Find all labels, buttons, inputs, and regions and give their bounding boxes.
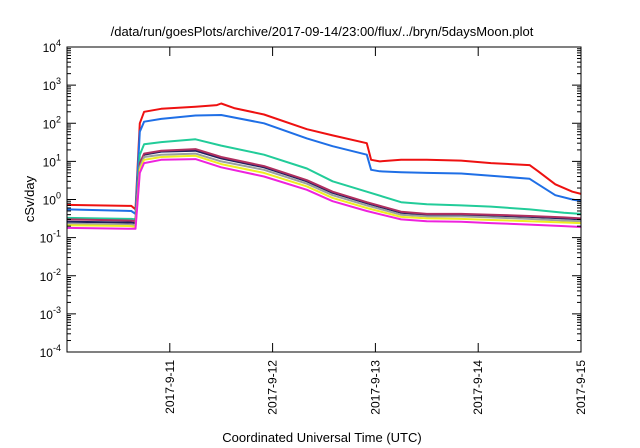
y-tick-base: 10 xyxy=(40,270,54,284)
x-tick-label: 2017-9-14 xyxy=(471,360,485,415)
y-tick-base: 10 xyxy=(43,155,57,169)
x-tick-label: 2017-9-12 xyxy=(266,360,280,415)
y-tick-exponent: -4 xyxy=(53,343,61,353)
y-tick-base: 10 xyxy=(40,308,54,322)
x-tick-label: 2017-9-11 xyxy=(163,360,177,414)
y-tick-base: 10 xyxy=(43,41,57,55)
y-tick-exponent: 4 xyxy=(56,38,61,48)
plot-area-frame xyxy=(66,46,582,353)
series-line-8 xyxy=(66,158,582,230)
y-tick-label: 100 xyxy=(43,191,61,208)
y-tick-label: 104 xyxy=(43,38,61,55)
y-tick-label: 10-4 xyxy=(40,343,61,360)
y-tick-base: 10 xyxy=(43,79,57,93)
series-line-7 xyxy=(66,154,582,228)
y-tick-base: 10 xyxy=(43,117,57,131)
y-tick-exponent: 0 xyxy=(56,191,61,201)
y-tick-label: 103 xyxy=(43,76,61,93)
x-axis-label: Coordinated Universal Time (UTC) xyxy=(222,430,421,445)
y-tick-label: 10-3 xyxy=(40,305,61,322)
y-axis-label: cSv/day xyxy=(22,175,37,222)
y-tick-label: 101 xyxy=(43,152,61,169)
y-tick-label: 102 xyxy=(43,114,61,131)
x-tick-label: 2017-9-13 xyxy=(368,360,382,415)
y-tick-label: 10-2 xyxy=(40,267,61,284)
y-tick-exponent: 2 xyxy=(56,114,61,124)
y-tick-exponent: -2 xyxy=(53,267,61,277)
ticks-layer: 10-410-310-210-11001011021031042017-9-11… xyxy=(40,38,588,415)
y-tick-label: 10-1 xyxy=(40,229,61,246)
series-line-5 xyxy=(66,148,582,223)
y-tick-base: 10 xyxy=(40,346,54,360)
series-layer xyxy=(66,102,582,230)
series-line-1 xyxy=(66,102,582,211)
y-tick-base: 10 xyxy=(43,194,57,208)
chart-title: /data/run/goesPlots/archive/2017-09-14/2… xyxy=(111,24,534,39)
y-tick-base: 10 xyxy=(40,232,54,246)
series-line-3 xyxy=(66,138,582,221)
y-tick-exponent: -1 xyxy=(53,229,61,239)
y-tick-exponent: 3 xyxy=(56,76,61,86)
x-tick-label: 2017-9-15 xyxy=(574,360,588,415)
series-line-2 xyxy=(66,114,582,215)
y-tick-exponent: 1 xyxy=(56,152,61,162)
y-tick-exponent: -3 xyxy=(53,305,61,315)
